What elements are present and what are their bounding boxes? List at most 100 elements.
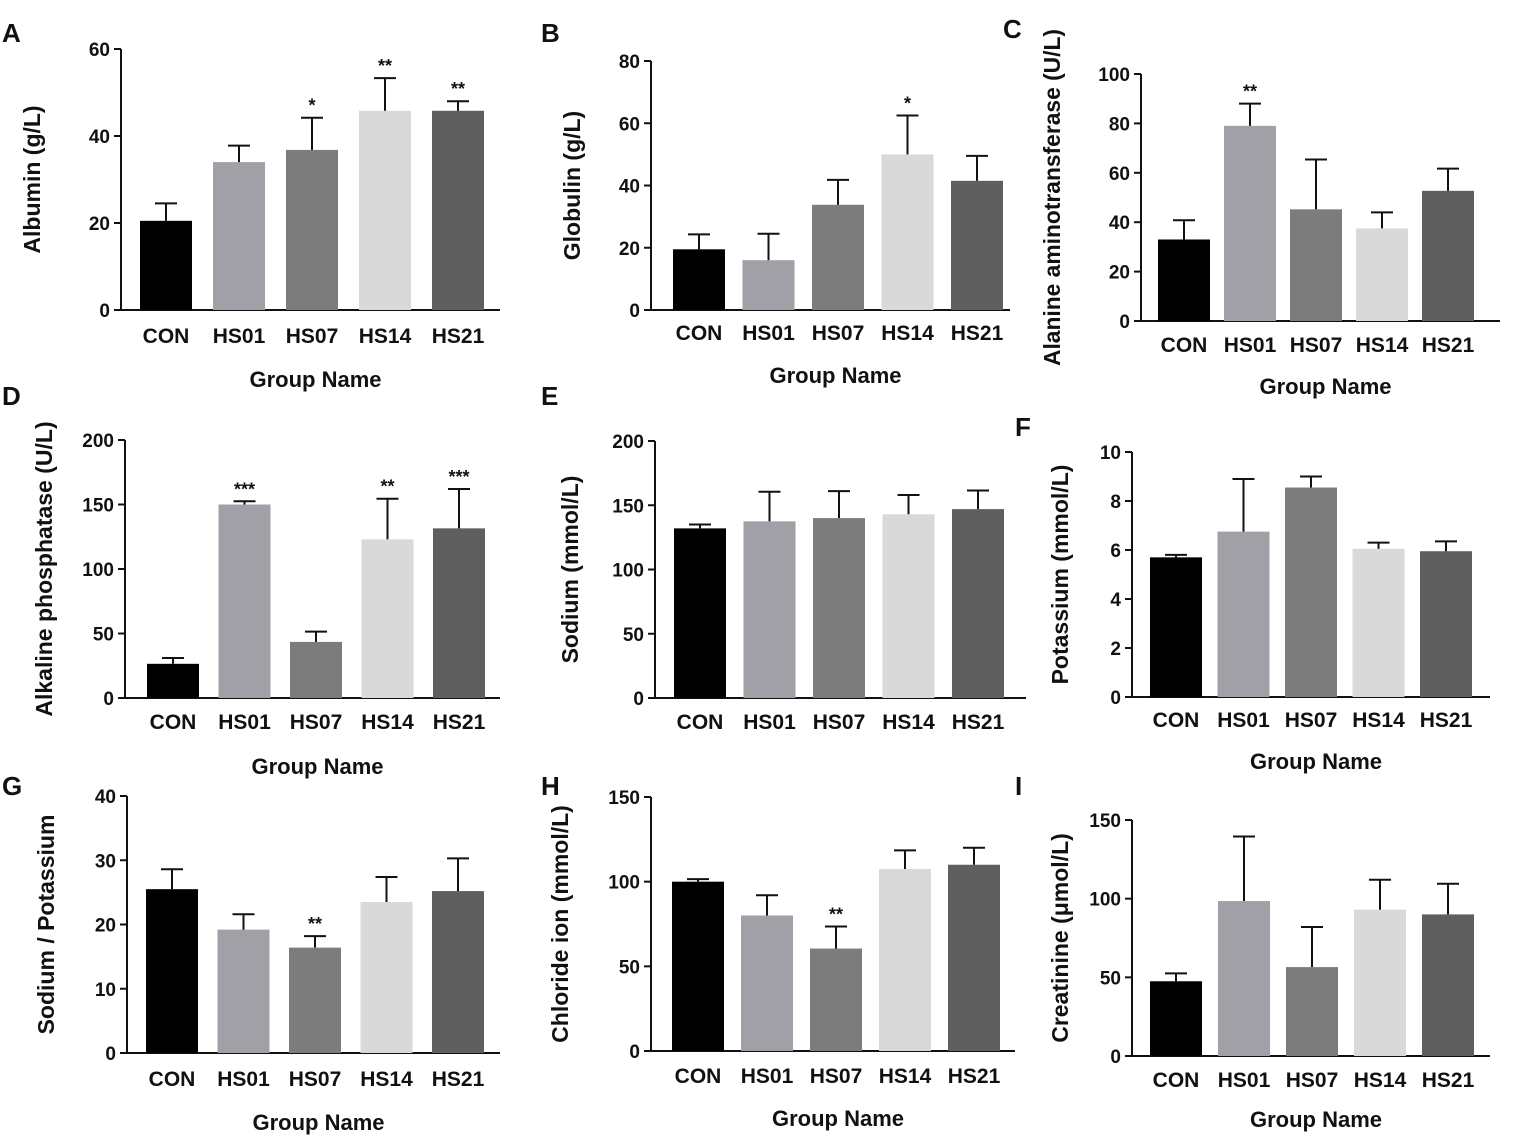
x-tick-label-e-hs01: HS01	[743, 711, 796, 734]
panel-letter-e: E	[541, 381, 558, 411]
x-tick-label-d-hs21: HS21	[433, 711, 486, 734]
significance-a-hs14: **	[378, 56, 392, 76]
y-tick-label-h: 0	[629, 1042, 640, 1063]
bar-e-hs07	[813, 518, 865, 698]
y-tick-label-f: 6	[1110, 541, 1121, 562]
significance-c-hs01: **	[1243, 82, 1257, 102]
y-tick-label-g: 40	[95, 787, 116, 808]
bar-b-hs21	[951, 180, 1003, 310]
panel-e: E 0 50 100 150 200 CON HS01 HS07 HS14 HS21 Sodium (…	[541, 381, 1026, 734]
x-tick-label-f-hs01: HS01	[1217, 709, 1270, 732]
x-tick-label-g-hs07: HS07	[289, 1068, 342, 1091]
y-tick-label-e: 150	[612, 496, 644, 517]
panel-h: H 0 50 100 150 CON HS01 ** HS07 HS14 HS21 Group Nam…	[541, 771, 1015, 1131]
y-tick-label-e: 100	[612, 561, 644, 582]
x-tick-label-f-con: CON	[1153, 709, 1200, 732]
x-tick-label-d-hs07: HS07	[290, 711, 343, 734]
x-tick-label-h-con: CON	[675, 1065, 722, 1088]
panel-letter-f: F	[1015, 412, 1031, 442]
x-tick-label-a-hs14: HS14	[359, 325, 412, 348]
bar-c-hs21	[1422, 190, 1474, 321]
x-tick-label-i-con: CON	[1153, 1069, 1200, 1092]
x-tick-label-b-hs14: HS14	[881, 322, 934, 345]
x-axis-title-g: Group Name	[252, 1110, 384, 1135]
x-tick-label-e-hs21: HS21	[952, 711, 1005, 734]
bar-g-hs07	[289, 947, 341, 1053]
panel-letter-g: G	[2, 771, 22, 801]
y-tick-label-e: 50	[623, 625, 644, 646]
x-tick-label-c-hs21: HS21	[1422, 334, 1475, 357]
panel-c: C 0 20 40 60 80 100 CON ** HS01 HS07 HS14 HS21 Group …	[1003, 14, 1500, 399]
panel-f: F 0 2 4 6 8 10 CON HS01 HS07 HS14 HS21 Group Name Pot…	[1015, 412, 1490, 774]
y-axis-title-b: Globulin (g/L)	[559, 111, 585, 260]
y-tick-label-f: 10	[1100, 443, 1121, 464]
bar-e-hs14	[882, 514, 935, 698]
bar-h-hs21	[948, 864, 1000, 1051]
y-tick-label-i: 100	[1089, 890, 1121, 911]
x-axis-title-i: Group Name	[1250, 1107, 1382, 1132]
y-tick-label-b: 0	[629, 301, 640, 322]
y-axis-title-f: Potassium (mmol/L)	[1047, 465, 1073, 685]
y-tick-label-f: 4	[1110, 590, 1121, 611]
y-axis-title-c: Alanine aminotransferase (U/L)	[1039, 29, 1065, 366]
y-axis-title-e: Sodium (mmol/L)	[557, 476, 583, 664]
y-tick-label-c: 100	[1098, 65, 1130, 86]
bar-c-hs07	[1290, 209, 1342, 321]
x-tick-label-b-con: CON	[676, 322, 723, 345]
x-tick-label-f-hs21: HS21	[1420, 709, 1473, 732]
bar-a-con	[140, 220, 192, 310]
y-tick-label-c: 20	[1109, 263, 1130, 284]
bar-i-hs21	[1422, 914, 1474, 1056]
y-tick-label-f: 8	[1110, 492, 1121, 513]
y-tick-label-i: 0	[1110, 1047, 1121, 1068]
y-tick-label-f: 2	[1110, 639, 1121, 660]
x-tick-label-d-hs14: HS14	[361, 711, 414, 734]
y-tick-label-b: 40	[619, 177, 640, 198]
bar-e-con	[674, 528, 726, 698]
x-tick-label-g-hs21: HS21	[432, 1068, 485, 1091]
bar-g-hs21	[432, 891, 484, 1053]
y-tick-label-e: 0	[633, 689, 644, 710]
x-tick-label-g-hs01: HS01	[217, 1068, 270, 1091]
bar-a-hs01	[213, 162, 265, 310]
panel-i: I 0 50 100 150 CON HS01 HS07 HS14 HS21 Group Name C…	[1015, 771, 1490, 1132]
panel-letter-h: H	[541, 771, 560, 801]
y-tick-label-a: 40	[89, 127, 110, 148]
x-tick-label-h-hs21: HS21	[948, 1065, 1001, 1088]
x-tick-label-h-hs07: HS07	[810, 1065, 863, 1088]
y-tick-label-h: 150	[608, 788, 640, 809]
y-tick-label-g: 30	[95, 851, 116, 872]
bar-f-hs21	[1420, 551, 1472, 697]
x-tick-label-b-hs01: HS01	[742, 322, 795, 345]
significance-a-hs07: *	[308, 96, 315, 116]
y-tick-label-a: 60	[89, 40, 110, 61]
bar-g-hs14	[360, 902, 413, 1053]
bar-d-hs14	[361, 539, 414, 698]
x-axis-title-c: Group Name	[1259, 374, 1391, 399]
significance-d-hs01: ***	[234, 479, 255, 499]
bar-a-hs21	[432, 110, 484, 311]
x-tick-label-i-hs01: HS01	[1218, 1069, 1271, 1092]
y-tick-label-d: 200	[82, 431, 114, 452]
y-tick-label-d: 0	[103, 689, 114, 710]
y-tick-label-d: 100	[82, 560, 114, 581]
x-tick-label-c-hs14: HS14	[1356, 334, 1409, 357]
x-tick-label-c-hs01: HS01	[1224, 334, 1277, 357]
x-tick-label-a-con: CON	[143, 325, 190, 348]
significance-d-hs14: **	[380, 477, 394, 497]
panel-letter-i: I	[1015, 771, 1022, 801]
y-tick-label-a: 20	[89, 214, 110, 235]
bar-i-con	[1150, 981, 1202, 1056]
bar-b-con	[673, 249, 725, 310]
x-tick-label-e-con: CON	[677, 711, 724, 734]
bar-f-con	[1150, 557, 1202, 697]
x-tick-label-h-hs01: HS01	[741, 1065, 794, 1088]
y-tick-label-d: 50	[93, 625, 114, 646]
x-tick-label-c-hs07: HS07	[1290, 334, 1343, 357]
y-tick-label-g: 0	[105, 1044, 116, 1065]
bar-b-hs07	[812, 204, 864, 310]
x-axis-title-h: Group Name	[772, 1106, 904, 1131]
panel-b: B 0 20 40 60 80 CON HS01 HS07 * HS14 HS21 Group Name…	[541, 18, 1010, 388]
bar-d-hs01	[218, 504, 271, 698]
